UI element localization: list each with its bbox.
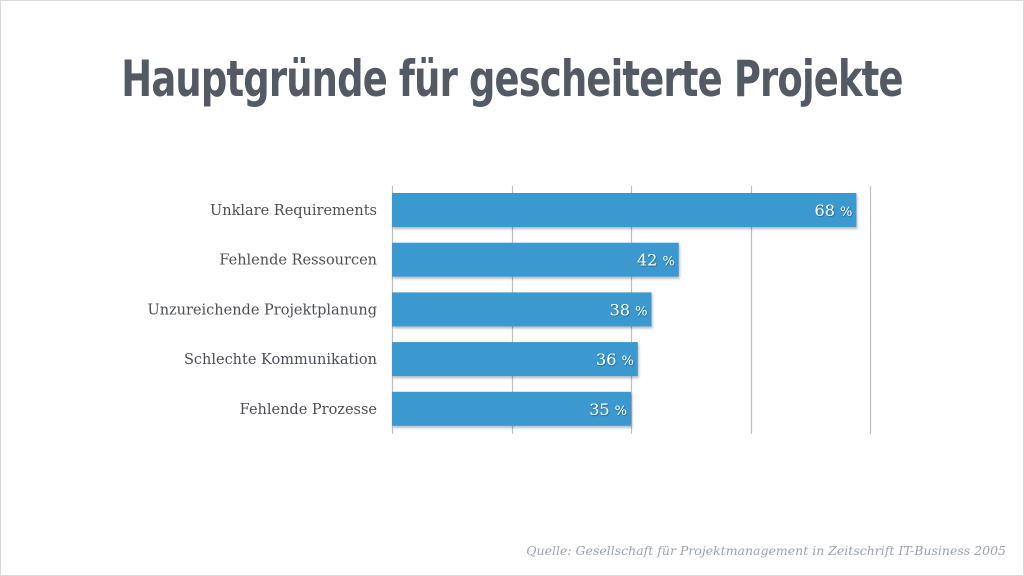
bars xyxy=(392,193,857,426)
category-label: Unzureichende Projektplanung xyxy=(147,302,377,318)
value-label: 36 % xyxy=(596,350,634,369)
value-label: 42 % xyxy=(637,251,675,270)
bar xyxy=(392,242,679,277)
category-labels: Unklare Requirements Fehlende Ressourcen U… xyxy=(147,203,377,418)
chart-title: Hauptgründe für gescheiterte Projekte xyxy=(121,50,903,108)
value-labels: 68 % 42 % 38 % 36 % 35 % xyxy=(589,201,852,419)
category-label: Fehlende Ressourcen xyxy=(219,253,377,269)
value-label: 68 % xyxy=(815,201,853,220)
category-label: Fehlende Prozesse xyxy=(240,402,377,418)
bar xyxy=(392,342,638,377)
bar xyxy=(392,292,652,327)
value-label: 35 % xyxy=(589,400,627,419)
category-label: Unklare Requirements xyxy=(210,203,377,219)
bar xyxy=(392,391,631,426)
value-label: 38 % xyxy=(610,300,648,319)
source-note: Quelle: Gesellschaft für Projektmanageme… xyxy=(526,543,1006,558)
category-label: Schlechte Kommunikation xyxy=(184,352,377,368)
bar xyxy=(392,193,857,227)
